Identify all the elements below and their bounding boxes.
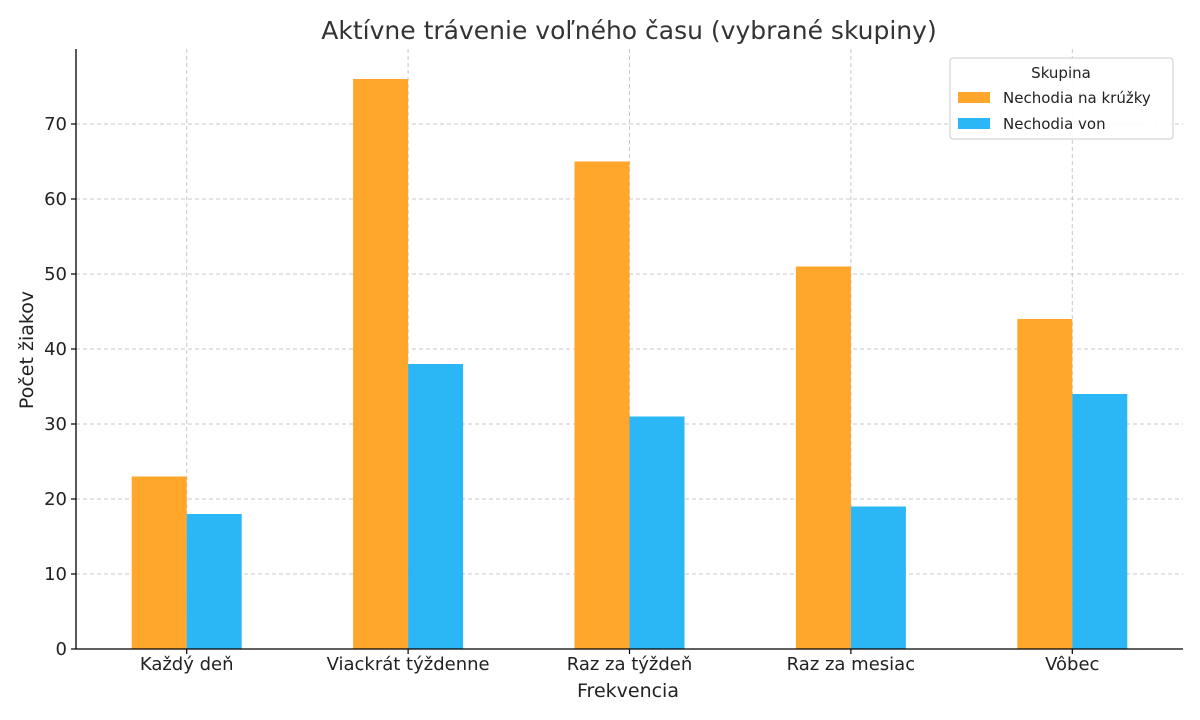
- y-tick-label: 60: [44, 189, 67, 210]
- bar: [574, 161, 630, 649]
- bar: [1072, 394, 1128, 649]
- y-tick-label: 30: [44, 414, 67, 435]
- x-tick-label: Viackrát týždenne: [327, 654, 490, 675]
- bars: [131, 79, 1128, 649]
- bar: [1017, 319, 1073, 649]
- x-tick-label: Každý deň: [140, 654, 234, 675]
- bar: [353, 79, 409, 649]
- x-tick-label: Raz za mesiac: [787, 654, 915, 675]
- legend-swatch: [958, 92, 990, 103]
- chart-title: Aktívne trávenie voľného času (vybrané s…: [321, 16, 936, 45]
- y-tick-label: 50: [44, 264, 67, 285]
- y-axis-label: Počet žiakov: [16, 291, 38, 409]
- bar: [850, 506, 906, 649]
- x-axis-label: Frekvencia: [577, 680, 679, 702]
- tick-labels: 0 10 20 30 40 50 60 70 Každý deň Viackrát týždenn…: [44, 114, 1099, 675]
- bar: [408, 364, 464, 649]
- legend-label: Nechodia na krúžky: [1003, 89, 1151, 107]
- bar: [186, 514, 242, 649]
- legend-box: [949, 57, 1174, 140]
- y-tick-label: 10: [44, 564, 67, 585]
- y-tick-label: 0: [56, 639, 67, 660]
- x-tick-label: Vôbec: [1045, 654, 1099, 675]
- y-tick-label: 70: [44, 114, 67, 135]
- x-tick-label: Raz za týždeň: [567, 654, 693, 675]
- bar: [795, 266, 851, 649]
- bar: [629, 416, 685, 649]
- legend-swatch: [958, 118, 990, 129]
- legend-title: Skupina: [1031, 64, 1091, 82]
- y-tick-label: 40: [44, 339, 67, 360]
- legend: Skupina Nechodia na krúžky Nechodia von: [949, 57, 1174, 140]
- y-tick-label: 20: [44, 489, 67, 510]
- bar: [131, 476, 187, 649]
- legend-label: Nechodia von: [1003, 115, 1106, 133]
